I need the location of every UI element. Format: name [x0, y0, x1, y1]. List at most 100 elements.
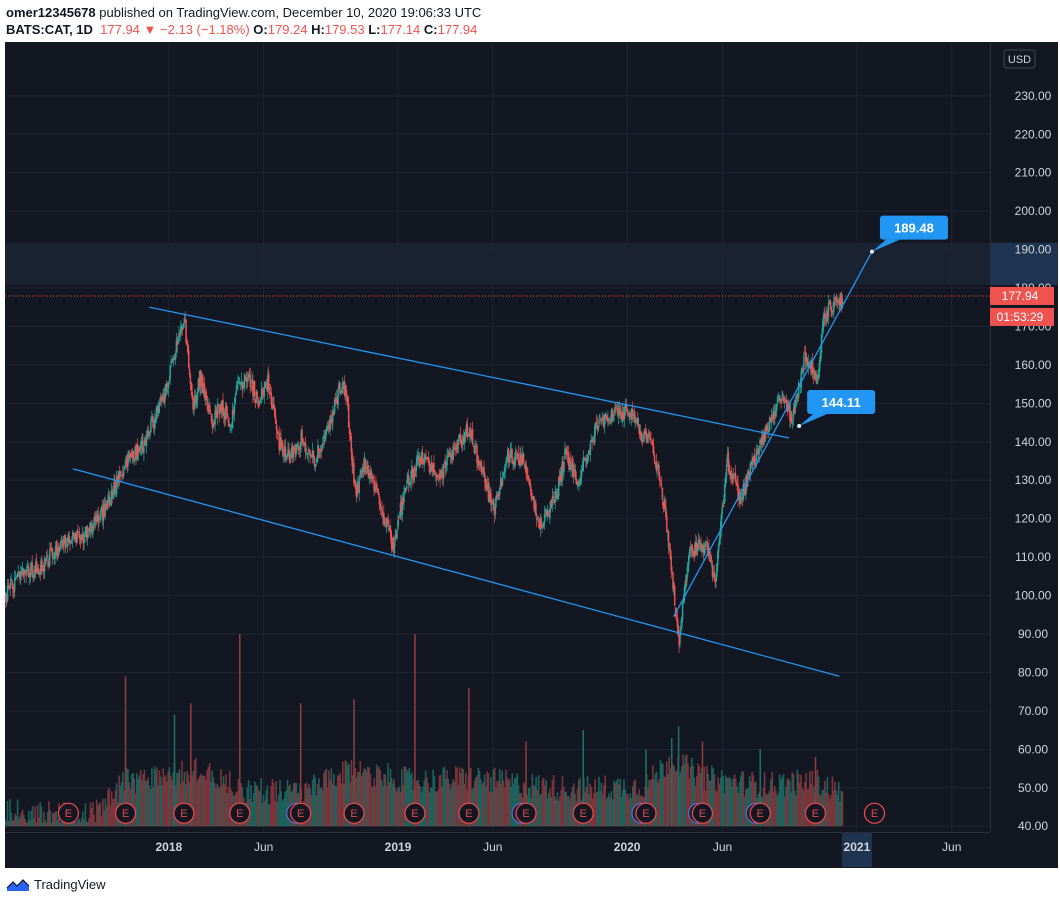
last-price: 177.94 — [100, 22, 140, 37]
earnings-marker[interactable] — [804, 802, 827, 824]
time-axis-label: Jun — [942, 840, 961, 854]
earnings-marker-label: E — [122, 808, 129, 820]
high-value: 179.53 — [324, 22, 365, 37]
price-change: −2.13 (−1.18%) — [160, 22, 250, 37]
last-price-tag-label: 177.94 — [1002, 289, 1039, 303]
target-range-band — [5, 242, 990, 285]
tradingview-brand[interactable]: TradingView — [34, 877, 106, 892]
trendline[interactable] — [673, 251, 873, 618]
callout-anchor — [797, 424, 802, 429]
time-axis-label: Jun — [713, 840, 732, 854]
ohlc-legend: BATS:CAT, 1D 177.94 ▼ −2.13 (−1.18%) O:1… — [6, 22, 477, 37]
last-price-tag — [990, 286, 1054, 305]
time-axis-label: Jun — [483, 840, 502, 854]
callout-box[interactable] — [807, 390, 876, 415]
earnings-marker[interactable] — [572, 802, 594, 824]
earnings-marker-label: E — [180, 808, 187, 820]
price-axis-label: 150.00 — [1015, 396, 1052, 410]
publish-info: omer12345678 published on TradingView.co… — [6, 5, 481, 20]
earnings-marker[interactable] — [229, 802, 251, 824]
earnings-marker-label: E — [411, 808, 418, 820]
earnings-marker[interactable] — [863, 802, 886, 824]
earnings-marker-label: E — [871, 808, 878, 820]
earnings-marker-label: E — [297, 808, 304, 820]
earnings-marker-label: E — [522, 808, 529, 820]
price-axis-label: 190.00 — [1015, 243, 1052, 257]
earnings-marker-label: E — [465, 808, 472, 820]
price-axis-label: 90.00 — [1018, 627, 1048, 641]
currency-label: USD — [1008, 54, 1031, 66]
earnings-marker[interactable] — [515, 802, 537, 824]
chart-background — [5, 42, 1058, 868]
earnings-marker[interactable] — [290, 802, 312, 824]
callout-anchor — [869, 249, 874, 254]
earnings-marker[interactable] — [173, 802, 195, 824]
open-label: O: — [253, 22, 268, 37]
price-axis-label: 200.00 — [1015, 204, 1052, 218]
earnings-marker[interactable] — [343, 802, 365, 824]
price-axis-label: 130.00 — [1015, 473, 1052, 487]
price-chart[interactable]: E E E E E E E E E E E E E E E 189.48 144.11 40.00 50.00 60.… — [5, 42, 1058, 868]
price-axis-label: 80.00 — [1018, 665, 1048, 679]
earnings-marker[interactable] — [635, 802, 657, 824]
price-axis-label: 110.00 — [1015, 550, 1051, 564]
earnings-marker-label: E — [642, 808, 649, 820]
callout-box[interactable] — [879, 215, 948, 240]
time-axis-highlight — [841, 833, 872, 867]
down-arrow-icon: ▼ — [143, 22, 157, 37]
time-axis-label: 2019 — [385, 840, 412, 854]
symbol-label[interactable]: BATS:CAT, 1D — [6, 22, 93, 37]
price-axis-label: 230.00 — [1015, 89, 1052, 103]
open-value: 179.24 — [267, 22, 308, 37]
earnings-marker[interactable] — [458, 802, 480, 824]
time-axis-label: 2021 — [844, 840, 871, 854]
earnings-marker-label: E — [350, 808, 357, 820]
earnings-marker[interactable] — [404, 802, 426, 824]
low-value: 177.14 — [380, 22, 421, 37]
price-axis-label: 70.00 — [1018, 704, 1048, 718]
earnings-marker-label: E — [757, 808, 764, 820]
earnings-marker-label: E — [580, 808, 587, 820]
callout-pointer — [871, 239, 900, 252]
close-value: 177.94 — [437, 22, 478, 37]
price-axis-label: 140.00 — [1015, 435, 1052, 449]
candle-bodies-down — [5, 293, 843, 646]
price-axis-label: 60.00 — [1018, 742, 1048, 756]
time-axis-label: 2020 — [614, 840, 641, 854]
publish-text: published on TradingView.com, December 1… — [95, 5, 482, 20]
publisher-username[interactable]: omer12345678 — [6, 5, 96, 20]
candle-bodies-up — [5, 293, 844, 644]
currency-badge[interactable] — [1003, 49, 1036, 69]
price-axis-label: 50.00 — [1018, 781, 1048, 795]
close-label: C: — [423, 22, 438, 37]
price-axis-label: 210.00 — [1015, 166, 1052, 180]
price-axis-label: 160.00 — [1015, 358, 1052, 372]
time-axis-label: 2018 — [156, 840, 183, 854]
price-axis-label: 120.00 — [1015, 512, 1052, 526]
countdown-tag — [990, 307, 1054, 326]
tradingview-logo-icon — [6, 879, 30, 891]
chart-footer: TradingView — [0, 868, 1060, 902]
earnings-marker[interactable] — [114, 802, 137, 824]
earnings-marker-label: E — [812, 808, 819, 820]
axis-range-highlight — [990, 242, 1058, 285]
high-label: H: — [311, 22, 325, 37]
earnings-marker-label: E — [699, 808, 706, 820]
price-axis-label: 40.00 — [1018, 819, 1048, 833]
earnings-marker[interactable] — [691, 802, 714, 824]
low-label: L: — [368, 22, 381, 37]
callout-pointer — [799, 414, 828, 427]
earnings-marker[interactable] — [57, 802, 80, 824]
price-axis-label: 100.00 — [1015, 589, 1052, 603]
countdown-tag-label: 01:53:29 — [997, 310, 1044, 324]
earnings-marker-label: E — [236, 808, 243, 820]
trendline[interactable] — [72, 468, 840, 677]
callout-label: 189.48 — [894, 221, 934, 236]
chart-area[interactable]: E E E E E E E E E E E E E E E 189.48 144.11 40.00 50.00 60.… — [5, 42, 1058, 868]
earnings-marker-label: E — [65, 808, 72, 820]
trendline[interactable] — [149, 306, 790, 439]
time-axis-label: Jun — [254, 840, 273, 854]
callout-label: 144.11 — [822, 395, 861, 410]
chart-header: omer12345678 published on TradingView.co… — [0, 0, 1060, 42]
earnings-marker[interactable] — [749, 802, 771, 824]
